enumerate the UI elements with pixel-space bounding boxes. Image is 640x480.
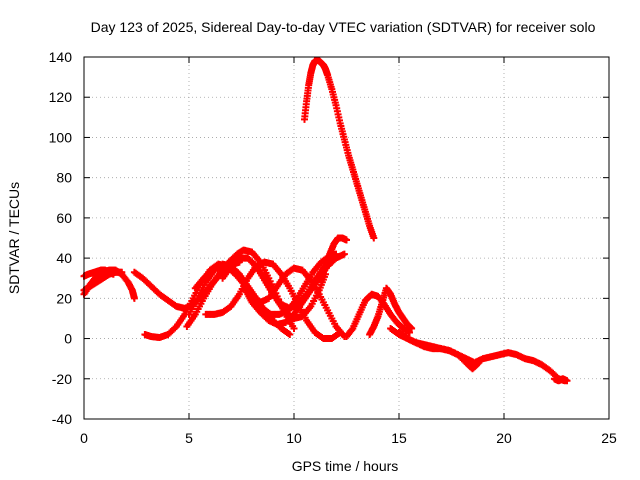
series-sat-o [301, 56, 378, 242]
y-tick-label: -20 [52, 371, 72, 387]
data-point [130, 294, 138, 302]
y-tick-label: 120 [49, 89, 73, 105]
series-sat-c [80, 268, 126, 294]
x-tick-label: 20 [496, 430, 512, 446]
x-tick-label: 0 [80, 430, 88, 446]
series-sat-q [366, 284, 416, 339]
data-point [474, 360, 482, 368]
y-tick-label: 20 [56, 290, 72, 306]
data-point [290, 325, 298, 332]
x-tick-label: 10 [286, 430, 302, 446]
series-sat-m [242, 250, 348, 328]
x-tick-label: 25 [601, 430, 617, 446]
data-point [340, 250, 348, 258]
axis-ticks: 0 5 10 15 20 25 -40 -20 0 20 40 60 80 100 120 140 [49, 49, 617, 446]
y-tick-label: 0 [64, 331, 72, 347]
data-point [563, 377, 571, 385]
y-tick-label: -40 [52, 411, 72, 427]
series-sat-s [395, 329, 483, 373]
x-axis-label: GPS time / hours [292, 458, 399, 474]
data-point [475, 359, 483, 367]
plot-frame [83, 56, 610, 420]
x-tick-label: 5 [185, 430, 193, 446]
data-point [370, 234, 378, 242]
data-point [408, 325, 416, 332]
data-point [343, 236, 350, 244]
data-point [286, 331, 294, 339]
y-tick-label: 40 [56, 250, 72, 266]
data-points [80, 56, 571, 385]
x-tick-label: 15 [391, 430, 407, 446]
grid-lines [84, 57, 609, 419]
series-sat-p [343, 290, 413, 341]
y-axis-label: SDTVAR / TECUs [6, 182, 22, 294]
series-sat-k [240, 264, 348, 341]
y-tick-label: 100 [49, 129, 73, 145]
y-tick-label: 80 [56, 170, 72, 186]
y-tick-label: 140 [49, 49, 73, 65]
series-sat-r [387, 325, 569, 385]
data-point [118, 268, 126, 276]
y-tick-label: 60 [56, 210, 72, 226]
chart-title: Day 123 of 2025, Sidereal Day-to-day VTE… [91, 19, 596, 35]
series-sat-n [317, 234, 350, 284]
series-sat-t [550, 375, 571, 385]
